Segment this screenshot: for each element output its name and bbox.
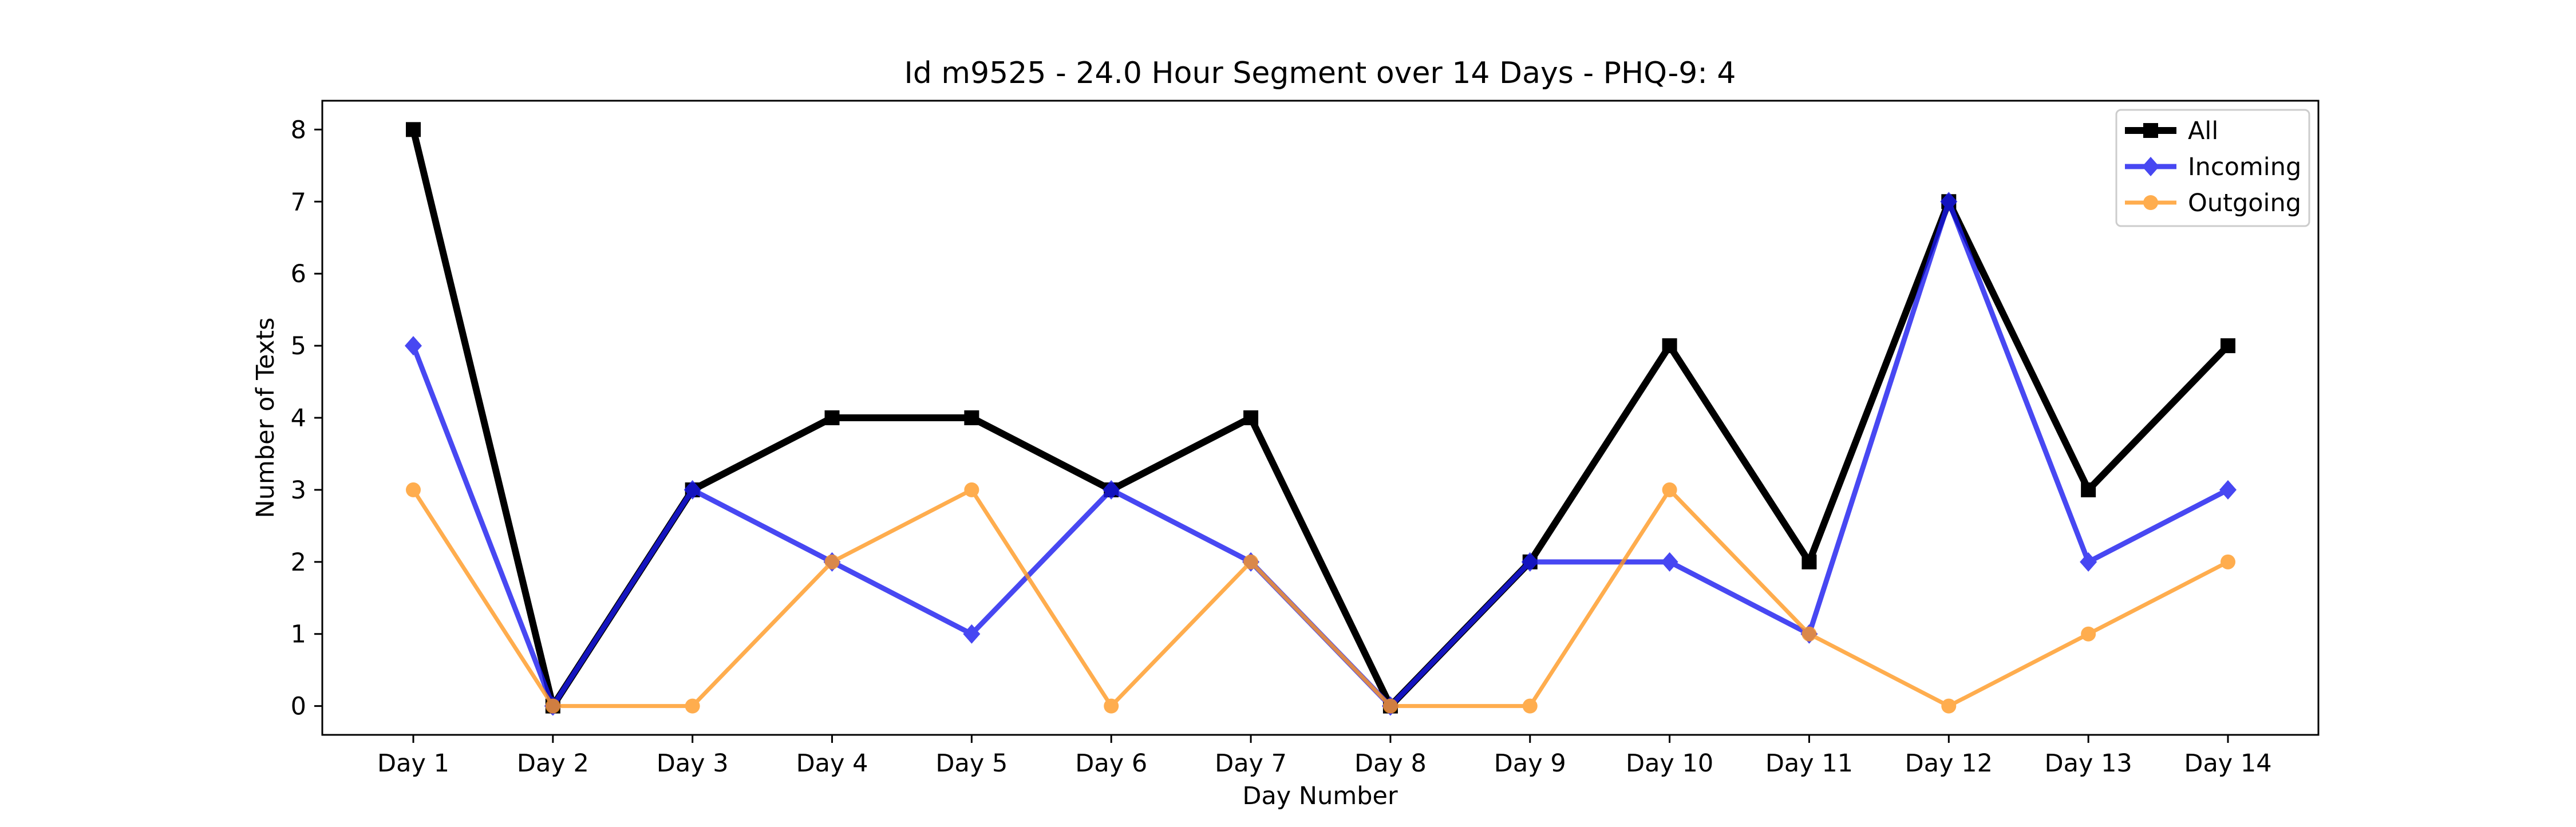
y-tick-label: 3 <box>291 476 306 505</box>
data-point-outgoing <box>1801 626 1817 642</box>
series-line-all <box>410 128 2231 715</box>
data-point-outgoing <box>2221 554 2235 569</box>
data-point-outgoing <box>406 482 421 497</box>
x-tick-label: Day 14 <box>2184 749 2271 778</box>
data-point-all <box>964 410 979 425</box>
chart-title: Id m9525 - 24.0 Hour Segment over 14 Day… <box>904 56 1736 90</box>
legend-label-all: All <box>2188 117 2218 145</box>
x-tick-label: Day 7 <box>1215 749 1287 778</box>
legend-label-outgoing: Outgoing <box>2188 189 2301 217</box>
x-tick-label: Day 8 <box>1354 749 1427 778</box>
data-point-all <box>406 122 421 137</box>
data-point-outgoing <box>685 698 700 714</box>
legend-item-incoming <box>2125 157 2176 176</box>
data-point-incoming <box>683 480 701 500</box>
plot-area-frame <box>321 100 2320 736</box>
legend-box <box>2115 109 2310 227</box>
data-point-incoming <box>2080 552 2097 572</box>
series-line-outgoing <box>412 486 2229 710</box>
y-tick-label: 7 <box>291 188 306 216</box>
data-point-outgoing <box>1243 554 1259 569</box>
y-tick-label: 0 <box>291 693 306 721</box>
data-point-incoming <box>963 624 981 644</box>
x-tick-label: Day 1 <box>377 749 449 778</box>
data-point-outgoing <box>824 554 840 569</box>
data-point-incoming <box>1940 192 1958 212</box>
x-tick-label: Day 5 <box>935 749 1008 778</box>
data-point-all <box>1243 410 1259 425</box>
x-tick-label: Day 2 <box>517 749 589 778</box>
data-point-all <box>2081 482 2096 497</box>
x-tick-label: Day 4 <box>796 749 868 778</box>
data-point-outgoing <box>1941 698 1957 714</box>
legend-item-outgoing <box>2125 195 2176 210</box>
x-tick-label: Day 3 <box>657 749 729 778</box>
axis-ticks: 0 1 2 3 4 5 6 7 8 Day 1 Day 2 Day 3 Day 4 Day 5 Day 6 D… <box>291 116 2272 778</box>
legend-marker-incoming <box>2142 157 2159 176</box>
data-point-outgoing <box>1662 482 1677 497</box>
data-point-incoming <box>1661 552 1678 572</box>
data-point-incoming <box>1521 552 1539 572</box>
data-point-all <box>2221 338 2235 354</box>
y-tick-label: 2 <box>291 548 306 577</box>
x-tick-label: Day 11 <box>1765 749 1853 778</box>
data-point-outgoing <box>2081 626 2096 642</box>
x-tick-label: Day 6 <box>1075 749 1147 778</box>
x-tick-label: Day 13 <box>2045 749 2132 778</box>
data-point-outgoing <box>1382 698 1398 714</box>
data-point-all <box>1662 338 1677 354</box>
x-axis-label: Day Number <box>1242 782 1398 810</box>
legend-item-all <box>2125 123 2176 138</box>
y-tick-label: 5 <box>291 332 306 361</box>
y-tick-label: 4 <box>291 404 306 433</box>
x-tick-label: Day 12 <box>1905 749 1993 778</box>
series-layer <box>405 122 2237 716</box>
data-point-all <box>824 410 840 425</box>
data-point-outgoing <box>1104 698 1119 714</box>
data-point-incoming <box>2219 480 2237 500</box>
data-point-outgoing <box>1522 698 1538 714</box>
x-tick-label: Day 9 <box>1494 749 1566 778</box>
legend-marker-all <box>2143 123 2158 138</box>
legend-label-incoming: Incoming <box>2188 153 2301 181</box>
y-tick-label: 8 <box>291 116 306 144</box>
y-axis-label: Number of Texts <box>251 318 280 519</box>
data-point-outgoing <box>964 482 979 497</box>
legend-marker-outgoing <box>2143 195 2158 210</box>
data-point-incoming <box>1103 480 1120 500</box>
x-tick-label: Day 10 <box>1626 749 1713 778</box>
data-point-all <box>1801 554 1817 569</box>
y-tick-label: 6 <box>291 260 306 288</box>
series-outgoing <box>406 482 2235 714</box>
legend: All Incoming Outgoing <box>2115 109 2310 227</box>
y-tick-label: 1 <box>291 620 306 649</box>
data-point-incoming <box>405 336 422 356</box>
data-point-outgoing <box>545 698 560 714</box>
